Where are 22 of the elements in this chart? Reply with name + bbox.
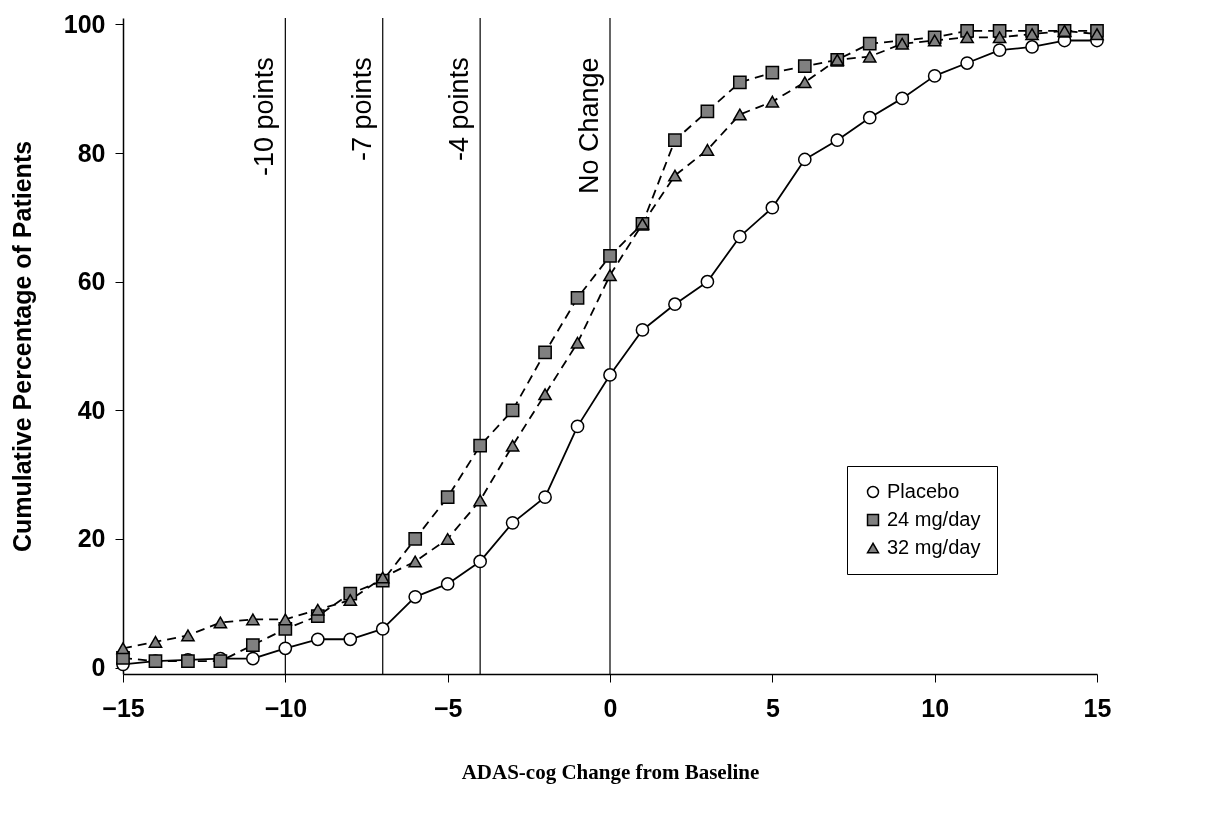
- y-tick-label: 0: [91, 653, 106, 682]
- legend-label: 32 mg/day: [887, 536, 981, 558]
- x-tick-label: −15: [102, 693, 145, 722]
- y-tick-label: 40: [77, 395, 106, 424]
- x-tick-label: −5: [433, 693, 463, 722]
- ref-line-label: -4 points: [444, 57, 475, 161]
- y-tick-label: 20: [77, 524, 106, 553]
- y-axis-title: Cumulative Percentage of Patients: [7, 140, 36, 553]
- y-tick-label: 60: [77, 267, 106, 296]
- y-tick-label: 100: [63, 9, 106, 38]
- y-tick-label: 80: [77, 138, 106, 167]
- x-tick-label: 5: [765, 693, 780, 722]
- x-tick-label: 0: [603, 693, 618, 722]
- x-tick-label: 15: [1083, 693, 1112, 722]
- x-axis-title: ADAS-cog Change from Baseline: [461, 759, 760, 784]
- ref-line-label: -7 points: [346, 57, 377, 161]
- ref-line-label: No Change: [574, 57, 604, 194]
- ref-line-label: -10 points: [249, 57, 280, 176]
- x-tick-label: 10: [921, 693, 950, 722]
- x-tick-label: −10: [264, 693, 308, 722]
- legend-label: Placebo: [887, 480, 960, 502]
- legend-label: 24 mg/day: [887, 508, 981, 530]
